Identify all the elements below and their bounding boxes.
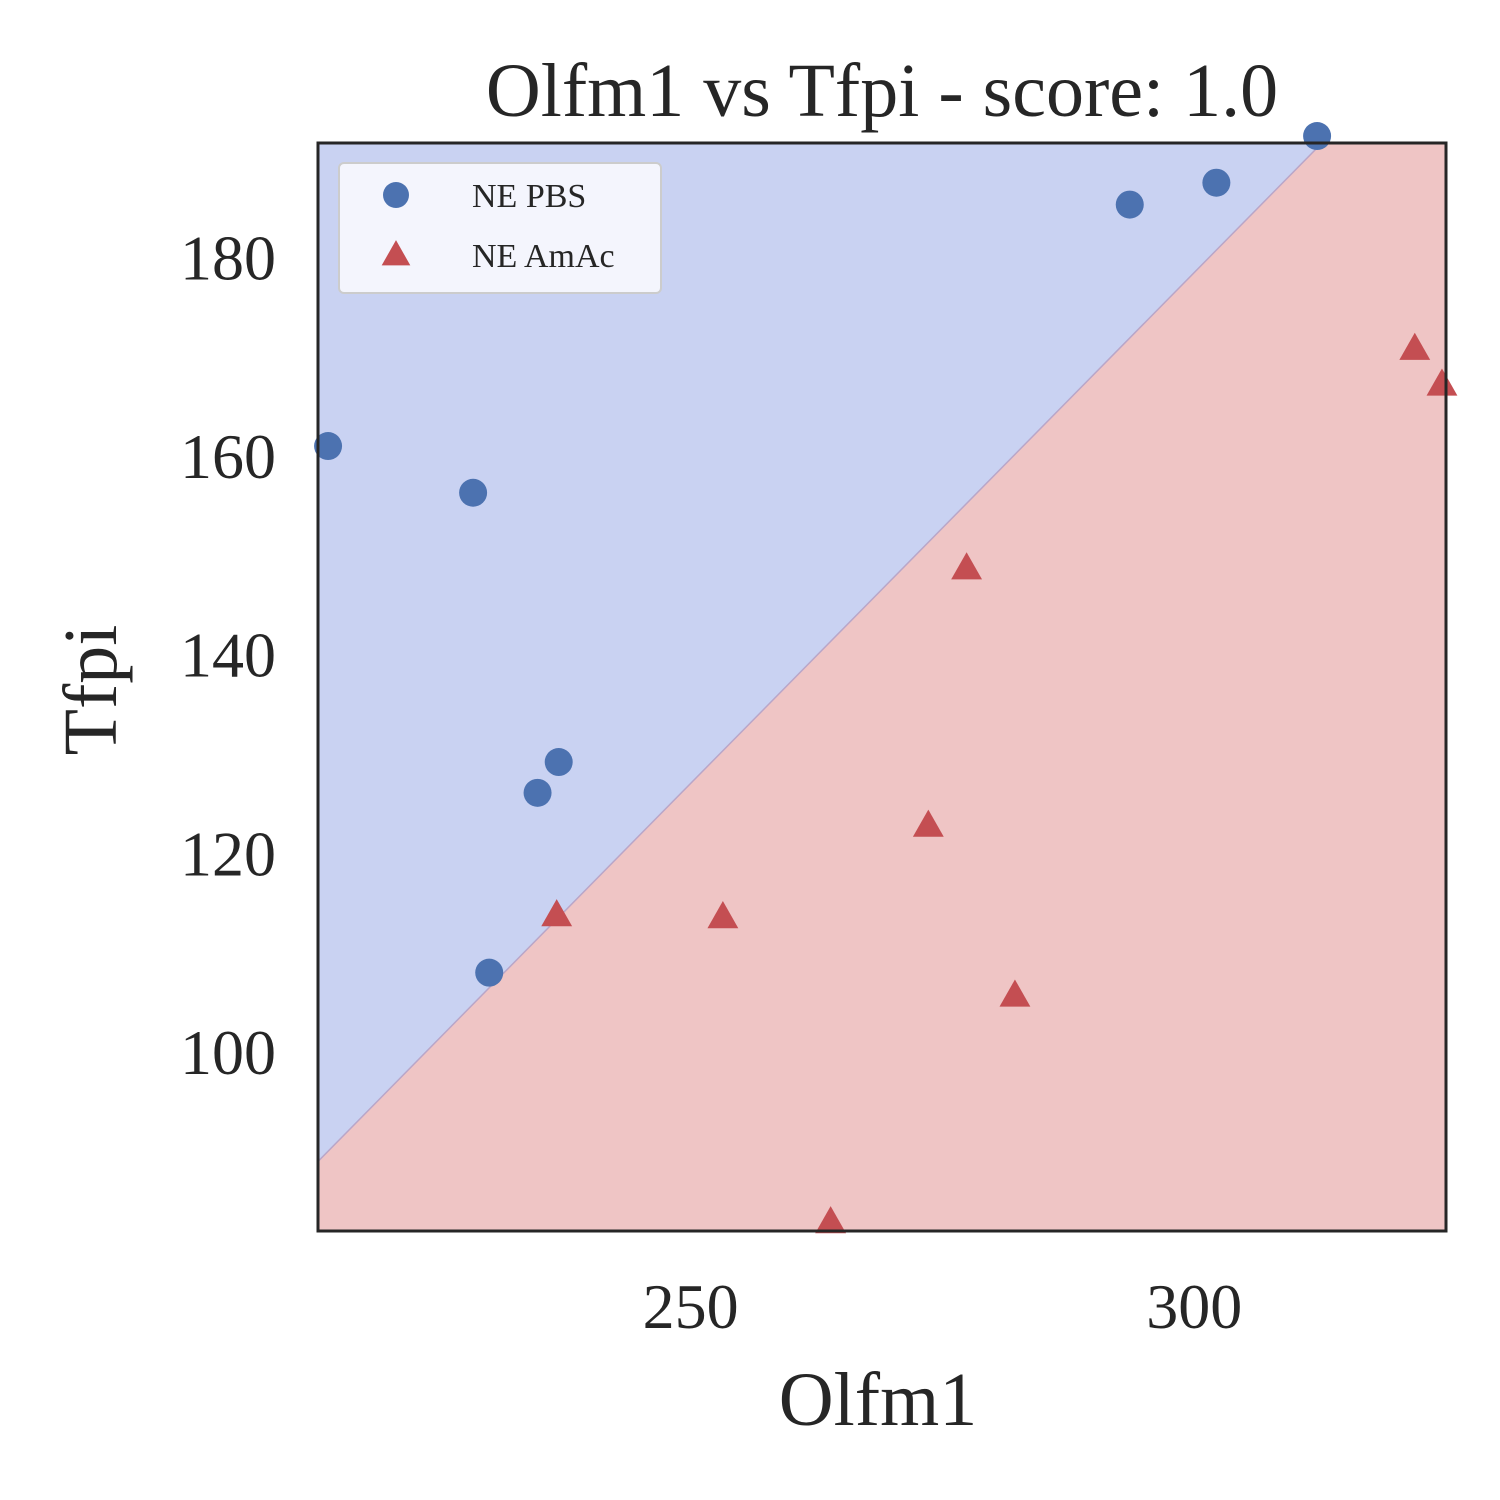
point-series-1-1: [707, 901, 739, 929]
y-tick-2: 140: [180, 620, 276, 691]
legend-marker-1: [381, 240, 411, 266]
point-series-0-3: [523, 778, 552, 807]
point-series-1-4: [951, 552, 983, 580]
y-tick-1: 120: [180, 818, 276, 889]
point-series-1-2: [815, 1206, 847, 1234]
chart-title: Olfm1 vs Tfpi - score: 1.0: [486, 49, 1278, 133]
y-tick-4: 180: [180, 222, 276, 293]
legend-marker-0: [383, 182, 409, 208]
x-axis-label: Olfm1: [779, 1358, 977, 1442]
point-series-1-6: [1399, 332, 1431, 360]
y-axis-label: Tfpi: [49, 625, 133, 756]
legend: NE PBS NE AmAc: [338, 162, 662, 294]
point-series-0-5: [1115, 190, 1144, 219]
x-tick-1: 300: [1146, 1271, 1242, 1342]
point-series-0-7: [1303, 122, 1332, 151]
decision-boundary-line: [318, 143, 1323, 1162]
y-axis-ticks: 100 120 140 160 180: [180, 222, 276, 1088]
legend-label-1: NE AmAc: [472, 238, 615, 275]
point-series-1-7: [1426, 368, 1458, 396]
point-series-0-6: [1202, 168, 1231, 197]
plot-frame: [316, 141, 1448, 1233]
y-tick-3: 160: [180, 421, 276, 492]
point-series-0-2: [475, 958, 504, 987]
x-tick-0: 250: [643, 1271, 739, 1342]
point-series-0-0: [314, 432, 343, 461]
y-tick-0: 100: [180, 1017, 276, 1088]
decision-regions: [318, 143, 1446, 1231]
region-ne-pbs: [318, 143, 1446, 1162]
point-series-1-0: [541, 899, 573, 927]
point-series-1-3: [912, 809, 944, 837]
point-series-0-1: [459, 478, 488, 507]
legend-label-0: NE PBS: [472, 178, 586, 215]
legend-box: [338, 162, 662, 294]
point-series-0-4: [544, 748, 573, 777]
point-series-1-5: [999, 979, 1031, 1007]
x-axis-ticks: 250 300: [643, 1271, 1243, 1342]
